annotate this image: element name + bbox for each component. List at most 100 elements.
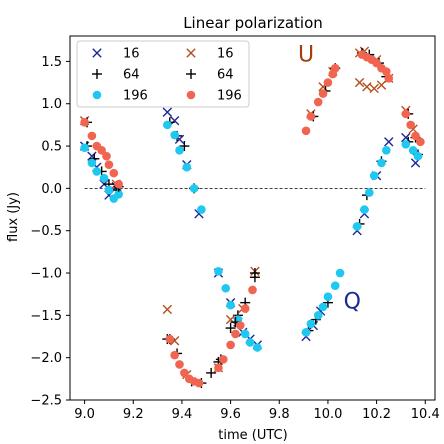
y-axis-label: flux (Jy) [6,192,21,242]
data-point [180,368,189,378]
series-0-x [79,107,421,350]
legend-item-0: 16 [92,47,140,62]
annotation-U: U [298,42,314,67]
data-point [163,120,172,130]
y-tick-label: −2.5 [30,394,62,409]
legend-label: 196 [123,89,148,104]
data-point [104,185,114,195]
data-point [97,145,106,155]
data-point [384,74,394,83]
data-point [318,89,328,98]
data-point [330,281,340,291]
data-point [109,168,119,178]
legend-label: 196 [217,89,242,104]
data-point [413,151,423,161]
data-point [401,140,411,149]
data-point [189,184,199,193]
legend-marker [92,69,102,79]
data-point [87,131,97,141]
data-point [221,283,231,293]
y-tick-label: 0.5 [41,140,62,155]
x-tick-label: 9.6 [220,407,241,422]
data-point [360,205,369,214]
data-point [318,302,328,312]
data-point [240,329,250,339]
data-point [182,162,192,172]
annotation-Q: Q [344,290,361,315]
x-tick-label: 10.2 [362,407,391,422]
data-point [194,378,204,388]
legend-item-1: 64 [92,68,140,83]
data-point [162,304,173,315]
data-point [313,97,323,107]
data-point [335,268,345,278]
data-point [301,126,311,136]
data-point [175,360,184,369]
data-point [99,173,109,183]
data-point [114,189,123,199]
data-point [179,141,190,152]
data-point [365,188,374,197]
data-point [225,323,236,334]
x-axis-label: time (UTC) [218,428,287,443]
data-point [169,115,180,126]
legend-marker [92,48,102,58]
y-tick-label: 1.0 [41,97,62,112]
series-2-circle [80,120,423,352]
x-tick-label: 9.4 [172,407,193,422]
y-tick-label: −0.5 [30,224,62,239]
legend-label: 16 [217,47,234,62]
data-point [369,171,379,180]
data-point [219,355,228,364]
y-tick-label: −1.5 [30,309,62,324]
data-point [384,137,394,147]
data-point [376,80,387,90]
axes-frame [69,35,436,401]
legend-item-4: 64 [186,68,234,83]
data-point [306,112,316,121]
series-5-circle [80,50,425,388]
data-point [411,131,420,141]
x-tick-label: 10.0 [313,407,342,422]
plot-area: U Q 9.0 9.2 9.4 9.6 9.8 10.0 10.2 10.4 1.5 1.0 0.5 0.… [30,35,440,422]
data-point [92,167,102,176]
data-point [313,311,323,320]
data-point [401,109,411,119]
data-point [226,300,235,310]
data-point [249,268,260,279]
x-tick-label: 9.0 [74,407,95,422]
data-point [104,160,114,169]
x-tick-label: 9.2 [123,407,144,422]
data-point [236,321,245,330]
data-point [206,367,217,378]
data-point [231,329,240,339]
data-point [162,107,173,117]
legend-label: 64 [123,68,140,83]
data-point [416,137,425,147]
legend-item-3: 16 [186,47,234,62]
data-point [245,338,255,347]
data-point [306,319,316,329]
data-point [253,343,262,352]
data-point [114,179,123,189]
data-point [240,304,250,313]
data-point [354,77,365,88]
data-point [87,158,97,168]
data-point [175,145,184,155]
data-point [248,285,257,295]
legend-marker [92,90,102,100]
legend-item-5: 196 [186,89,242,104]
y-tick-label: −1.0 [30,267,62,282]
data-point [80,118,89,127]
data-point [170,350,179,360]
data-point [369,83,379,94]
legend-label: 64 [217,68,234,83]
data-point [214,363,223,373]
data-point [214,267,223,276]
data-point [362,82,372,92]
data-point [323,292,333,302]
data-point [165,334,175,344]
legend-box [76,40,250,108]
data-point [377,158,386,168]
